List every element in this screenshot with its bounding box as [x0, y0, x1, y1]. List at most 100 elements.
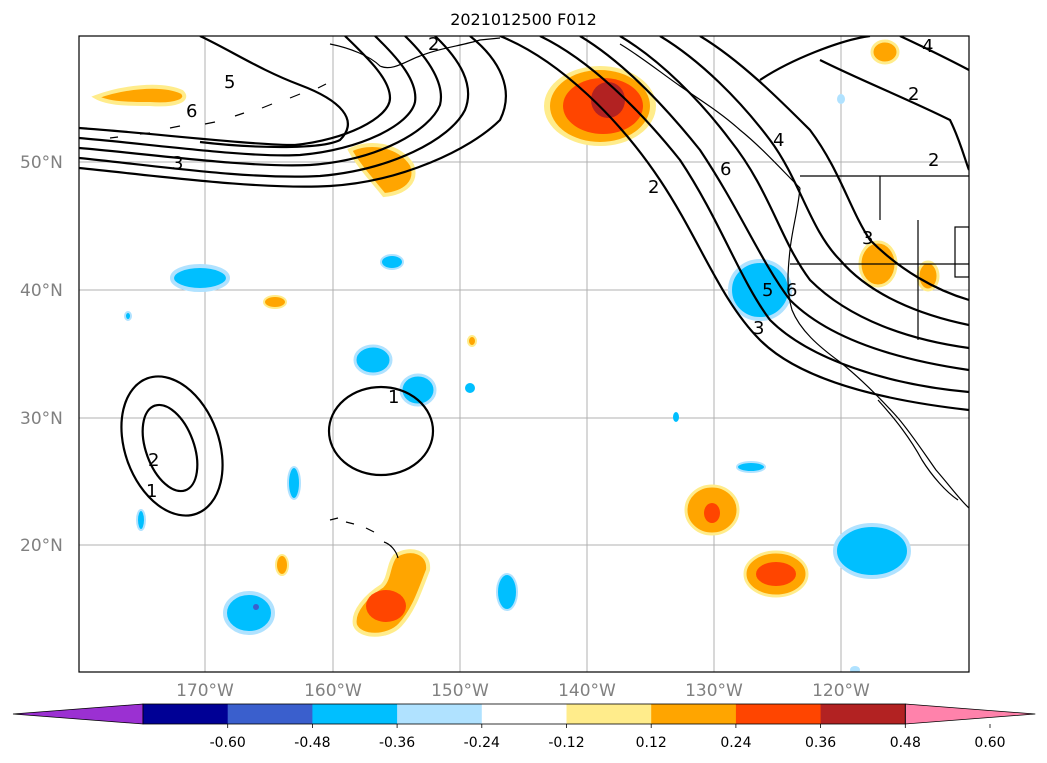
lat-label: 50°N — [20, 153, 63, 173]
positive-anomaly-patch — [263, 295, 287, 309]
contour-line — [579, 36, 969, 372]
lon-label: 120°W — [812, 681, 870, 701]
lat-label: 30°N — [20, 409, 63, 429]
colorbar-tick-label: 0.12 — [636, 735, 667, 751]
contour-closed — [327, 385, 435, 477]
contour-label: 5 — [224, 72, 235, 93]
alaska-panhandle-coast — [619, 43, 801, 189]
longitude-labels: 170°W 160°W 150°W 140°W 130°W 120°W — [176, 681, 870, 701]
contour-line — [699, 36, 969, 302]
anomaly-fills — [91, 39, 940, 672]
positive-anomaly-patch — [91, 84, 187, 107]
map-title: 2021012500 F012 — [450, 10, 597, 29]
colorbar-segment — [312, 704, 398, 724]
latitude-labels: 50°N 40°N 30°N 20°N — [20, 153, 63, 556]
colorbar-extend-low — [12, 703, 144, 725]
positive-anomaly-patch — [704, 503, 720, 523]
colorbar-tick-label: -0.12 — [548, 735, 584, 751]
contour-label: 2 — [428, 34, 439, 55]
lon-label: 130°W — [685, 681, 743, 701]
negative-anomaly-patch — [837, 94, 845, 104]
contour-label: 1 — [388, 387, 399, 408]
contour-label: 3 — [172, 153, 183, 174]
colorbar: -0.60 -0.48 -0.36 -0.24 -0.12 0.12 0.24 0.36 0.4… — [12, 703, 1036, 751]
colorbar-tick-label: 0.60 — [974, 735, 1005, 751]
map-area — [79, 36, 969, 672]
lon-label: 150°W — [431, 681, 489, 701]
alaska-coast — [329, 37, 501, 69]
colorbar-segment — [481, 704, 567, 724]
contour-line — [659, 36, 969, 327]
contour-label: 6 — [720, 159, 731, 180]
negative-anomaly-patch — [223, 591, 275, 635]
negative-anomaly-patch — [850, 666, 860, 672]
negative-anomaly-patch — [833, 523, 911, 579]
lon-label: 140°W — [558, 681, 616, 701]
lon-label: 160°W — [304, 681, 362, 701]
colorbar-tick-label: -0.60 — [210, 735, 246, 751]
positive-anomaly-patch — [591, 82, 625, 118]
negative-anomaly-patch — [673, 412, 679, 422]
colorbar-outline — [142, 703, 906, 725]
contour-label: 2 — [928, 150, 939, 171]
negative-anomaly-patch — [124, 311, 132, 321]
contour-label: 2 — [148, 450, 159, 471]
contour-label: 3 — [753, 318, 764, 339]
colorbar-tick-label: -0.24 — [464, 735, 500, 751]
contour-label: 6 — [786, 280, 797, 301]
positive-anomaly-patch — [467, 335, 477, 347]
lon-label: 170°W — [176, 681, 234, 701]
coast-box-marker — [954, 226, 969, 278]
contour-closed — [120, 375, 224, 517]
negative-anomaly-patch — [170, 264, 230, 292]
contour-label: 4 — [922, 36, 933, 57]
negative-anomaly-patch — [465, 383, 475, 393]
colorbar-segment — [566, 704, 652, 724]
colorbar-segment — [143, 704, 229, 724]
baja-california — [877, 399, 959, 501]
colorbar-tick-label: 0.24 — [720, 735, 751, 751]
colorbar-extend-high — [904, 703, 1036, 725]
positive-anomaly-patch — [366, 590, 406, 622]
negative-anomaly-patch — [353, 344, 393, 376]
contour-line — [499, 36, 969, 412]
contour-label: 4 — [773, 130, 784, 151]
colorbar-segment — [651, 704, 737, 724]
contour-label: 5 — [762, 280, 773, 301]
contour-line — [79, 36, 417, 157]
lat-label: 40°N — [20, 281, 63, 301]
contour-line — [79, 36, 392, 147]
map-frame — [78, 35, 970, 673]
contour-label: 2 — [648, 177, 659, 198]
contour-line — [899, 36, 969, 71]
positive-anomaly-patch — [275, 554, 289, 576]
graticule — [79, 36, 969, 672]
contour-line — [79, 36, 507, 188]
contour-label: 1 — [146, 481, 157, 502]
negative-anomaly-patch — [287, 466, 301, 500]
contour-label: 3 — [862, 228, 873, 249]
colorbar-segment — [397, 704, 483, 724]
colorbar-segment — [735, 704, 822, 724]
lat-label: 20°N — [20, 536, 63, 556]
contour-line — [539, 36, 969, 394]
colorbar-tick-label: 0.48 — [890, 735, 921, 751]
contour-line — [759, 36, 969, 171]
contour-line — [619, 36, 969, 350]
negative-anomaly-patch — [728, 259, 792, 321]
negative-anomaly-patch — [736, 461, 766, 473]
us-state-borders — [790, 175, 969, 340]
negative-anomaly-patch — [496, 573, 518, 611]
negative-anomaly-patch — [253, 604, 259, 610]
colorbar-tick-label: -0.36 — [379, 735, 415, 751]
contours — [79, 36, 969, 517]
colorbar-segment — [227, 704, 313, 724]
contour-line — [79, 36, 470, 178]
contour-closed — [141, 403, 199, 493]
contour-line — [199, 36, 349, 149]
hawaii-islands — [329, 517, 399, 559]
negative-anomaly-patch — [380, 254, 404, 270]
positive-anomaly-patch — [870, 39, 900, 65]
colorbar-tick-label: 0.36 — [805, 735, 836, 751]
